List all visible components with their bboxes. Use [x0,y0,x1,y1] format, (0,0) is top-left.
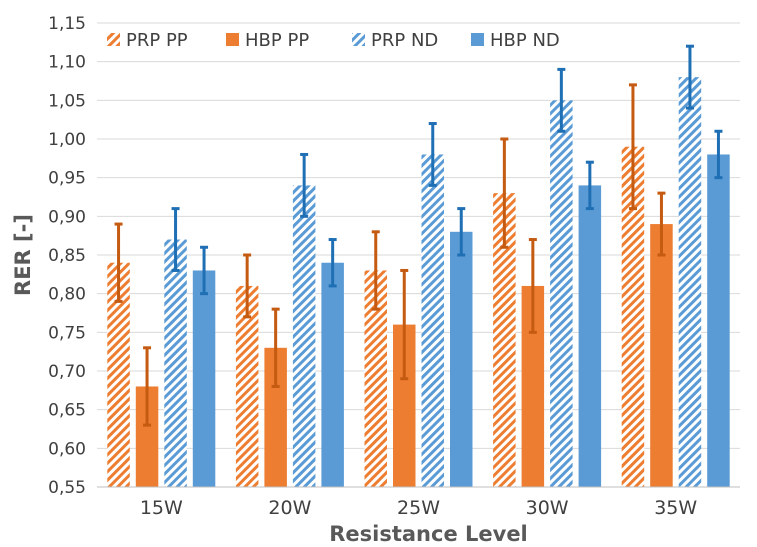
legend-label: PRP ND [371,30,438,51]
bar-hbp-pp-25w [393,324,416,487]
legend-swatch [471,33,484,46]
bar-prp-nd-15w [164,239,187,487]
y-tick-label: 0,75 [48,323,86,343]
y-axis-title: RER [-] [11,214,35,296]
y-tick-label: 0,55 [48,478,86,498]
bars [107,77,730,488]
y-tick-label: 0,90 [48,207,86,227]
y-tick-label: 1,15 [48,14,86,34]
bar-prp-nd-35w [678,77,702,487]
bar-prp-pp-20w [235,285,259,487]
bar-hbp-pp-20w [264,347,287,487]
bar-prp-pp-35w [621,146,645,487]
x-tick-label: 15W [140,497,183,519]
legend-label: HBP PP [245,30,309,51]
error-bars [114,44,723,427]
bar-prp-nd-30w [550,100,573,487]
y-tick-label: 1,05 [48,91,86,111]
bar-hbp-pp-30w [521,285,545,487]
x-axis-title: Resistance Level [329,522,528,546]
bar-hbp-nd-25w [450,231,473,487]
y-tick-label: 0,85 [48,246,86,266]
bar-prp-nd-25w [421,154,444,487]
y-axis-ticks: 0,55 0,60 0,65 0,70 0,75 0,80 0,85 0,90 0,95 1,00… [48,14,86,498]
y-tick-label: 1,00 [48,130,86,150]
bar-hbp-pp-15w [135,386,159,487]
legend: PRP PP HBP PP PRP ND HBP ND [107,30,560,51]
x-tick-label: 20W [268,497,311,519]
bar-hbp-nd-35w [707,154,730,487]
y-tick-label: 1,10 [48,53,86,73]
x-tick-label: 30W [526,497,569,519]
bar-prp-nd-20w [292,185,316,487]
y-tick-label: 0,60 [48,439,86,459]
bar-hbp-nd-30w [578,185,602,487]
y-tick-label: 0,65 [48,401,86,421]
x-tick-label: 35W [654,497,697,519]
bar-hbp-nd-15w [192,270,216,487]
bar-prp-pp-30w [493,193,516,487]
legend-label: HBP ND [490,30,560,51]
y-tick-label: 0,70 [48,362,86,382]
bar-prp-pp-25w [364,270,387,487]
legend-label: PRP PP [126,30,188,51]
legend-swatch [352,33,365,46]
legend-swatch [107,33,120,46]
legend-swatch [226,33,239,46]
bar-hbp-pp-35w [650,224,673,488]
x-tick-label: 25W [397,497,440,519]
y-tick-label: 0,80 [48,285,86,305]
x-axis-ticks: 15W 20W 25W 30W 35W [140,497,698,519]
y-tick-label: 0,95 [48,169,86,189]
bar-prp-pp-15w [107,262,130,487]
bar-hbp-nd-20w [321,262,344,487]
